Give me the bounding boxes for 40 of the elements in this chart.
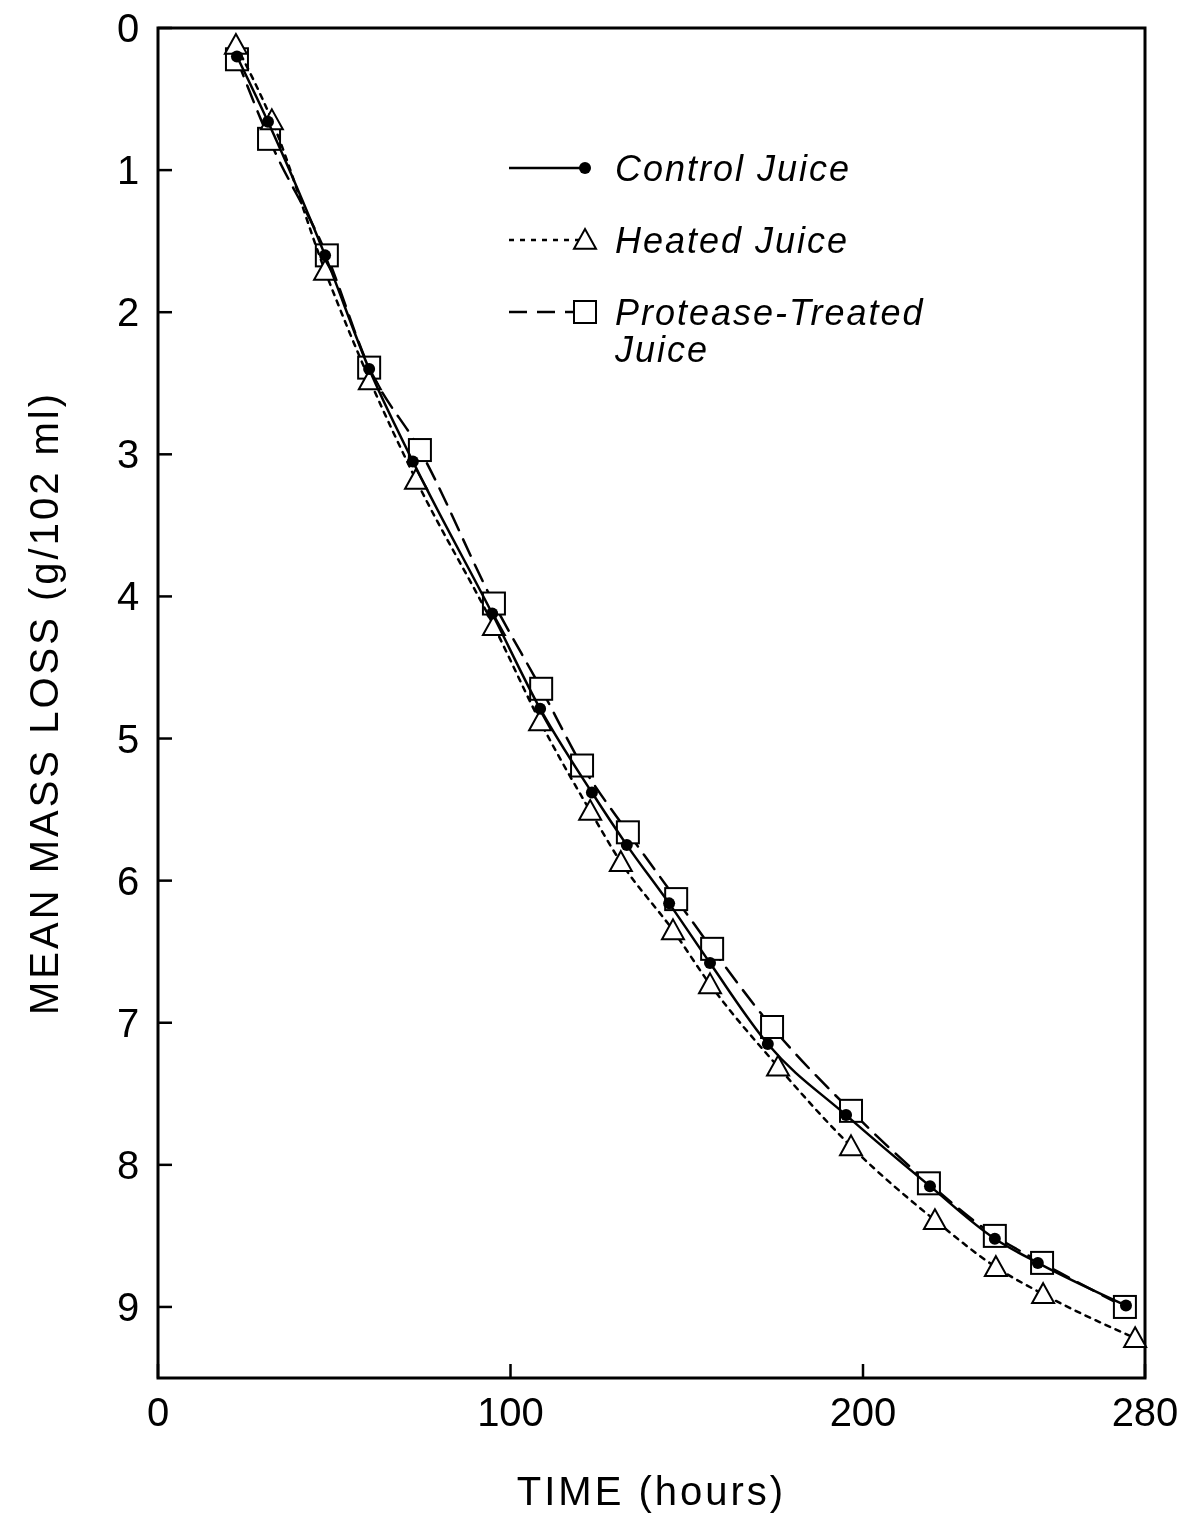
y-tick-label: 4 bbox=[116, 574, 140, 619]
point bbox=[761, 1038, 774, 1051]
point bbox=[1123, 1326, 1148, 1349]
point bbox=[700, 936, 725, 961]
point bbox=[839, 1134, 864, 1157]
x-tick-label: 100 bbox=[477, 1390, 544, 1434]
point bbox=[922, 1208, 947, 1231]
y-tick-label: 8 bbox=[116, 1142, 140, 1187]
x-tick-label: 200 bbox=[829, 1390, 897, 1434]
point bbox=[983, 1255, 1008, 1277]
y-tick-label: 7 bbox=[116, 1000, 140, 1045]
point bbox=[529, 676, 554, 701]
y-tick-label: 2 bbox=[116, 290, 140, 335]
point bbox=[620, 839, 633, 852]
y-tick-label: 5 bbox=[116, 716, 140, 761]
point bbox=[698, 972, 723, 995]
y-tick-label: 3 bbox=[116, 432, 140, 477]
x-tick-label: 0 bbox=[146, 1390, 170, 1434]
point bbox=[608, 850, 633, 872]
point bbox=[578, 799, 603, 821]
point bbox=[1031, 1282, 1056, 1304]
point bbox=[704, 957, 717, 970]
x-axis-title: TIME (hours) bbox=[516, 1469, 787, 1513]
y-tick-label: 0 bbox=[116, 6, 140, 50]
point bbox=[766, 1054, 791, 1077]
y-axis-title: MEAN MASS LOSS (g/102 ml) bbox=[22, 390, 66, 1016]
point bbox=[406, 455, 419, 468]
point bbox=[663, 897, 676, 910]
y-tick-label: 9 bbox=[116, 1284, 140, 1329]
x-tick-label: 280 bbox=[1111, 1390, 1179, 1434]
legend-label: Heated Juice bbox=[615, 219, 850, 261]
legend-label: Protease-Treated Juice bbox=[614, 291, 925, 371]
point bbox=[585, 786, 598, 799]
point bbox=[534, 702, 547, 715]
point bbox=[486, 607, 499, 620]
y-tick-label: 6 bbox=[116, 858, 140, 903]
legend-label: Control Juice bbox=[615, 147, 852, 189]
point bbox=[760, 1015, 785, 1039]
point bbox=[661, 918, 685, 941]
y-tick-label: 1 bbox=[116, 148, 140, 193]
